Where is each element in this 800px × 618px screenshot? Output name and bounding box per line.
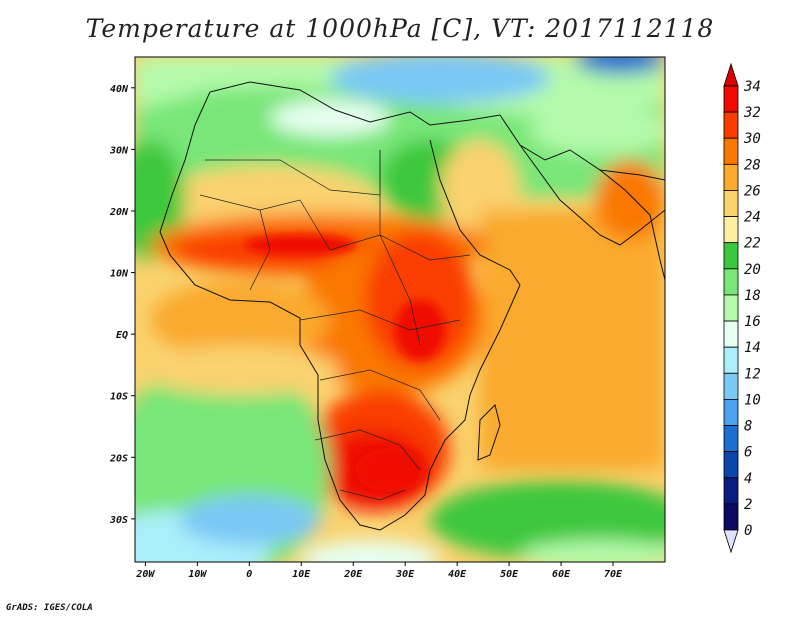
lon-tick-label: 70E (604, 569, 623, 580)
temperature-field (135, 57, 665, 562)
colorbar-label: 8 (744, 419, 752, 435)
colorbar-segment (723, 503, 739, 531)
lon-tick-label: 40E (448, 569, 467, 580)
colorbar-label: 24 (744, 210, 761, 226)
colorbar-segment (723, 163, 739, 191)
colorbar-label: 16 (744, 314, 761, 330)
map-frame (134, 56, 666, 563)
lat-tick-label: 10N (110, 269, 129, 280)
colorbar-label: 26 (744, 183, 761, 199)
lat-tick-label: 30S (109, 515, 128, 526)
footer-credit: GrADS: IGES/COLA (6, 603, 93, 613)
lat-tick-label: 10S (110, 392, 128, 403)
colorbar-segment (723, 137, 739, 165)
colorbar-label: 30 (743, 131, 761, 147)
colorbar-label: 10 (744, 392, 761, 408)
colorbar-label: 22 (744, 236, 761, 252)
lon-tick-label: 20W (135, 569, 155, 580)
colorbar-label: 28 (744, 157, 761, 173)
coastlines (159, 81, 665, 531)
colorbar-segment (723, 216, 739, 244)
country-borders (199, 150, 471, 501)
lat-tick-label: 20N (109, 207, 129, 218)
colorbar-label: 20 (744, 262, 761, 278)
colorbar-bottom-arrow (723, 529, 739, 554)
colorbar-segment (723, 477, 739, 505)
colorbar-label: 34 (743, 79, 761, 95)
colorbar-label: 4 (744, 471, 752, 487)
colorbar-segment (723, 268, 739, 296)
lat-tick-label: 30N (109, 145, 129, 156)
lon-tick-label: 60E (552, 569, 571, 580)
colorbar-segment (723, 346, 739, 374)
colorbar-label: 18 (744, 288, 761, 304)
colorbar-label: 12 (744, 366, 761, 382)
colorbar-segment (723, 425, 739, 453)
colorbar-label: 0 (744, 523, 752, 539)
colorbar-label: 6 (744, 445, 752, 461)
lat-tick-label: 20S (109, 453, 128, 464)
lon-tick-label: 10W (188, 569, 207, 580)
axis-ticks: 20W 10W 0 10E 20E 30E 40E 50E 60E 70E 40N 30N 20N 10N… (109, 84, 623, 580)
colorbar-segment (723, 85, 739, 113)
lon-tick-label: 10E (292, 569, 311, 580)
lon-tick-label: 50E (500, 569, 519, 580)
colorbar-segment (723, 399, 739, 426)
colorbar-top-arrow (723, 62, 739, 87)
colorbar-segment (723, 372, 739, 400)
lat-tick-label: 40N (110, 84, 129, 95)
colorbar-segment (723, 190, 739, 217)
lon-tick-label: 30E (395, 569, 415, 580)
colorbar-segment (723, 294, 739, 322)
lat-tick-label: EQ (116, 330, 128, 341)
colorbar-label: 32 (743, 105, 761, 121)
lon-tick-label: 0 (246, 569, 252, 580)
colorbar-segment (723, 320, 739, 348)
colorbar-segment (723, 111, 739, 139)
chart-title: Temperature at 1000hPa [C], VT: 20171121… (85, 14, 715, 43)
lon-tick-label: 20E (343, 569, 363, 580)
colorbar-label: 14 (744, 340, 761, 356)
colorbar-segment (723, 451, 739, 479)
colorbar-segment (723, 242, 739, 270)
colorbar-label: 2 (744, 497, 752, 513)
